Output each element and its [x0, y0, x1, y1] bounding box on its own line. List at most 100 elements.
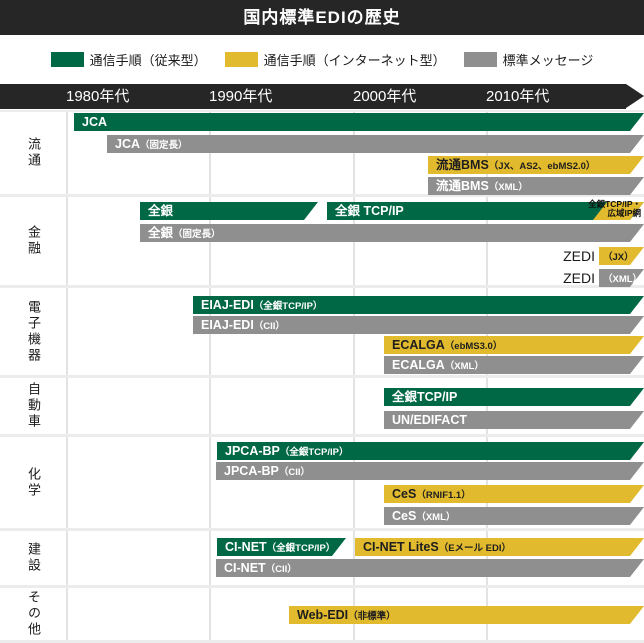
timeline-bar: EIAJ-EDI（CII）: [193, 316, 644, 334]
timeline-bar: 全銀TCP/IP: [384, 388, 644, 406]
timeline-bar: CI-NET（全銀TCP/IP）: [217, 538, 346, 556]
annotation-zengin-ip: 全銀TCP/IP・ 広域IP網: [521, 200, 641, 218]
bar-label: JCA: [115, 137, 141, 151]
bar-prefix-label: ZEDI: [563, 270, 595, 286]
bar-sublabel: （JX）: [603, 252, 634, 263]
timeline-axis: [0, 84, 626, 109]
timeline-bar: JPCA-BP（CII）: [216, 462, 644, 480]
row-label: 流通: [26, 137, 41, 169]
timeline-bar: （XML）: [599, 269, 644, 287]
bar-sublabel: （XML）: [416, 512, 456, 523]
legend-label: 通信手順（従来型）: [89, 52, 207, 68]
bar-label: JCA: [82, 115, 108, 129]
bar-sublabel: （XML）: [488, 182, 528, 193]
bar-prefix-label: ZEDI: [563, 248, 595, 264]
bar-sublabel: （全銀TCP/IP）: [253, 301, 323, 312]
bar-sublabel: （CII）: [278, 467, 311, 478]
annotation-line: 広域IP網: [607, 208, 641, 218]
timeline-bar: ECALGA（ebMS3.0）: [384, 336, 644, 354]
decade-label: 2000年代: [353, 88, 417, 105]
category-row: 自動車: [0, 378, 644, 437]
timeline-bar: JCA（固定長）: [107, 135, 644, 153]
legend-item-internet: 通信手順（インターネット型）: [224, 50, 446, 69]
bar-label: CeS: [392, 487, 417, 501]
category-row: 金融: [0, 197, 644, 288]
bar-sublabel: （非標準）: [348, 611, 396, 622]
bar-sublabel: （JX、AS2、ebMS2.0）: [488, 161, 596, 172]
bar-label: 全銀 TCP/IP: [335, 204, 404, 218]
bar-label: 流通BMS: [436, 158, 489, 172]
timeline-bar: 流通BMS（JX、AS2、ebMS2.0）: [428, 156, 644, 174]
timeline-bar: ECALGA（XML）: [384, 356, 644, 374]
internet-swatch-icon: [224, 51, 258, 67]
legend-label: 標準メッセージ: [502, 52, 594, 68]
bar-sublabel: （CII）: [265, 564, 297, 575]
bar-label: 全銀: [148, 204, 174, 218]
timeline-axis-arrow-icon: [626, 84, 644, 108]
category-row: その他: [0, 588, 644, 643]
bar-sublabel: （XML）: [603, 274, 643, 285]
timeline-bar: 全銀: [140, 202, 318, 220]
bar-sublabel: （全銀TCP/IP）: [279, 447, 349, 458]
timeline-bar: [593, 202, 644, 220]
legend-item-conventional: 通信手順（従来型）: [50, 50, 207, 69]
page-title: 国内標準EDIの歴史: [0, 0, 644, 35]
bar-sublabel: （固定長）: [140, 140, 188, 151]
timeline-bar: （JX）: [599, 247, 644, 265]
timeline-bar: 流通BMS（XML）: [428, 177, 644, 195]
timeline-bar: JPCA-BP（全銀TCP/IP）: [217, 442, 644, 460]
bar-label: UN/EDIFACT: [392, 413, 467, 427]
bar-label: CI-NET: [225, 540, 267, 554]
bar-sublabel: （CII）: [253, 321, 285, 332]
message-swatch-icon: [463, 51, 497, 67]
bar-label: Web-EDI: [297, 608, 349, 622]
bar-label: JPCA-BP: [225, 444, 280, 458]
timeline-bar: CeS（RNIF1.1）: [384, 485, 644, 503]
bar-sublabel: （全銀TCP/IP）: [266, 543, 336, 554]
bar-label: CI-NET LiteS: [363, 540, 439, 554]
decade-label: 1980年代: [66, 88, 130, 105]
bar-label: EIAJ-EDI: [201, 318, 254, 332]
timeline-bar: CI-NET LiteS（Eメール EDI）: [355, 538, 644, 556]
timeline-bar: Web-EDI（非標準）: [289, 606, 644, 624]
row-label: 電子機器: [26, 299, 41, 364]
row-label: 自動車: [26, 382, 41, 430]
timeline-bar: 全銀（固定長）: [140, 224, 644, 242]
bar-sublabel: （XML）: [444, 361, 484, 372]
timeline-bar: EIAJ-EDI（全銀TCP/IP）: [193, 296, 644, 314]
decade-label: 1990年代: [209, 88, 273, 105]
row-label: 建設: [26, 542, 41, 574]
legend: 通信手順（従来型） 通信手順（インターネット型） 標準メッセージ: [0, 36, 644, 82]
category-row: 化学: [0, 437, 644, 531]
bar-sublabel: （ebMS3.0）: [444, 341, 503, 352]
bar-label: 全銀: [148, 226, 174, 240]
timeline-bar: CeS（XML）: [384, 507, 644, 525]
bar-label: CI-NET: [224, 561, 266, 575]
category-row: 建設: [0, 531, 644, 588]
bar-label: EIAJ-EDI: [201, 298, 254, 312]
timeline-bar: JCA: [74, 113, 644, 131]
legend-item-message: 標準メッセージ: [463, 50, 594, 69]
timeline-bar: 全銀 TCP/IP: [327, 202, 644, 220]
bar-label: CeS: [392, 509, 417, 523]
conventional-swatch-icon: [50, 51, 84, 67]
row-label: 化学: [26, 466, 41, 499]
category-row: 電子機器: [0, 288, 644, 378]
timeline-bar: CI-NET（CII）: [216, 559, 644, 577]
row-label: 金融: [26, 225, 41, 257]
timeline-chart: 流通 JCA JCA（固定長） 流通BMS（JX、AS2、ebMS2.0） 流通BMS（…: [0, 110, 644, 643]
legend-label: 通信手順（インターネット型）: [263, 52, 446, 68]
bar-label: ECALGA: [392, 338, 445, 352]
timeline-bar: UN/EDIFACT: [384, 411, 644, 429]
annotation-line: 全銀TCP/IP・: [588, 199, 641, 209]
bar-label: JPCA-BP: [224, 464, 279, 478]
bar-label: 全銀TCP/IP: [392, 390, 458, 404]
bar-label: 流通BMS: [436, 179, 489, 193]
decade-label: 2010年代: [486, 88, 550, 105]
bar-sublabel: （Eメール EDI）: [438, 543, 512, 554]
bar-label: ECALGA: [392, 358, 445, 372]
row-label: その他: [26, 590, 41, 638]
category-row: 流通: [0, 110, 644, 197]
bar-sublabel: （固定長）: [173, 229, 221, 240]
